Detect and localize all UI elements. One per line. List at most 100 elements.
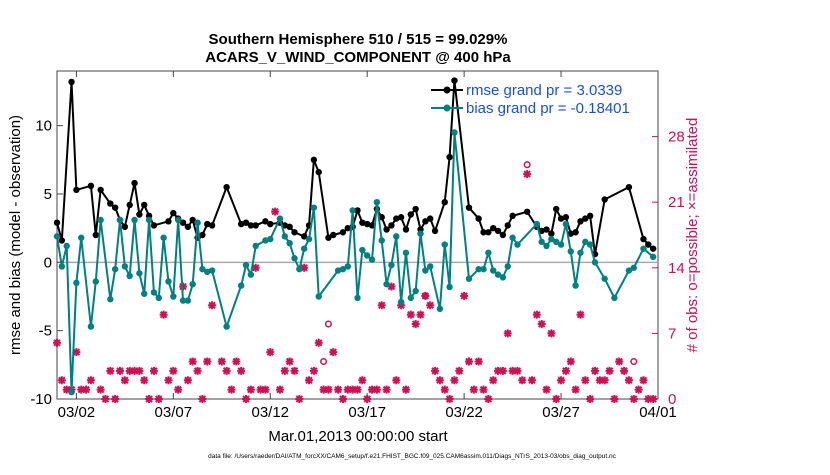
obs-assimilated-marker <box>450 376 459 385</box>
rmse-point <box>291 229 298 236</box>
bias-point <box>150 289 158 296</box>
bias-point <box>567 248 574 255</box>
obs-assimilated-stroke <box>416 310 425 319</box>
bias-point <box>267 235 274 243</box>
obs-assimilated-stroke <box>358 376 367 384</box>
rmse-point <box>252 222 259 229</box>
obs-assimilated-stroke <box>87 376 95 384</box>
obs-assimilated-marker <box>72 348 81 357</box>
bias-point <box>388 261 395 269</box>
bias-point <box>126 272 133 280</box>
bias-point <box>354 294 361 302</box>
obs-assimilated-marker <box>295 395 304 403</box>
bias-point <box>131 216 138 224</box>
legend-rmse-marker <box>443 86 451 94</box>
obs-assimilated-stroke <box>474 357 483 366</box>
bias-point <box>223 323 230 330</box>
obs-assimilated-stroke <box>295 395 304 403</box>
y-right-tick-label: 14 <box>668 260 685 277</box>
bias-point <box>204 268 211 276</box>
bias-point <box>601 275 608 282</box>
obs-assimilated-marker <box>280 366 289 375</box>
obs-assimilated-stroke <box>460 292 468 300</box>
obs-assimilated-marker <box>590 366 599 375</box>
bias-point <box>533 220 541 228</box>
bias-point <box>174 216 182 224</box>
obs-assimilated-stroke <box>378 301 386 309</box>
obs-assimilated-marker <box>96 385 105 394</box>
x-tick-label: 04/01 <box>639 404 677 421</box>
bias-point <box>165 278 172 285</box>
obs-assimilated-marker <box>290 366 299 375</box>
obs-assimilated-marker <box>159 310 168 319</box>
bias-point <box>286 240 293 247</box>
obs-assimilated-marker <box>523 170 532 179</box>
rmse-point <box>73 186 80 194</box>
bias-point <box>397 298 405 306</box>
obs-assimilated-stroke <box>567 357 575 366</box>
obs-assimilated-marker <box>547 329 556 338</box>
chart-title-line1: Southern Hemisphere 510 / 515 = 99.029% <box>209 31 508 48</box>
obs-assimilated-marker <box>566 357 575 366</box>
bias-point <box>262 237 269 244</box>
obs-assimilated-marker <box>188 357 197 366</box>
rmse-point <box>359 219 366 226</box>
obs-assimilated-stroke <box>189 357 197 366</box>
bias-point <box>58 263 66 270</box>
obs-assimilated-stroke <box>242 395 250 403</box>
obs-assimilated-marker <box>285 357 294 366</box>
obs-assimilated-marker <box>401 385 410 394</box>
rmse-point <box>402 226 410 233</box>
x-tick-label: 03/07 <box>155 404 193 421</box>
obs-assimilated-stroke <box>465 357 473 366</box>
obs-assimilated-marker <box>513 366 522 375</box>
rmse-point <box>310 156 318 164</box>
bias-point <box>208 267 216 274</box>
bias-point <box>625 267 633 274</box>
obs-assimilated-stroke <box>252 264 260 272</box>
obs-possible-marker <box>324 320 332 328</box>
bias-point <box>422 267 429 274</box>
x-ticks: 03/02 03/07 03/12 03/17 03/22 03/27 04/01 <box>58 71 677 421</box>
y-ticks-left: 10 5 0 -5 -10 <box>30 118 63 408</box>
obs-assimilated-stroke <box>169 367 178 375</box>
obs-assimilated-marker <box>82 385 91 394</box>
obs-assimilated-stroke <box>193 367 202 375</box>
bias-point <box>480 265 487 273</box>
rmse-point <box>339 229 347 236</box>
bias-point <box>373 199 381 206</box>
obs-assimilated-stroke <box>116 367 124 375</box>
obs-assimilated-stroke <box>581 376 590 384</box>
bias-point <box>116 216 124 224</box>
rmse-point <box>184 223 192 230</box>
bias-point <box>436 305 444 312</box>
obs-assimilated-stroke <box>227 385 236 394</box>
obs-assimilated-stroke <box>504 329 512 338</box>
obs-assimilated-marker <box>620 366 629 375</box>
obs-assimilated-stroke <box>639 376 648 384</box>
bias-point <box>538 238 545 246</box>
rmse-point <box>446 153 453 161</box>
obs-assimilated-marker <box>183 376 192 385</box>
obs-assimilated-stroke <box>121 376 129 384</box>
obs-assimilated-marker <box>576 310 585 319</box>
rmse-point <box>363 220 371 228</box>
obs-assimilated-stroke <box>150 367 158 375</box>
obs-assimilated-stroke <box>145 395 153 403</box>
rmse-point <box>431 227 439 235</box>
obs-assimilated-marker <box>57 376 66 385</box>
bias-point <box>339 265 347 273</box>
bias-point <box>300 245 308 252</box>
rmse-point <box>640 235 647 243</box>
bias-point <box>170 293 177 300</box>
bias-point <box>189 281 196 288</box>
bias-point <box>393 233 400 240</box>
bias-point <box>179 297 187 304</box>
obs-assimilated-marker <box>164 376 173 385</box>
obs-possible-marker <box>421 292 429 300</box>
obs-assimilated-marker <box>455 366 464 375</box>
obs-assimilated-marker <box>106 366 115 375</box>
bias-point <box>630 264 637 271</box>
bias-point <box>145 216 153 224</box>
bias-point <box>281 233 288 240</box>
